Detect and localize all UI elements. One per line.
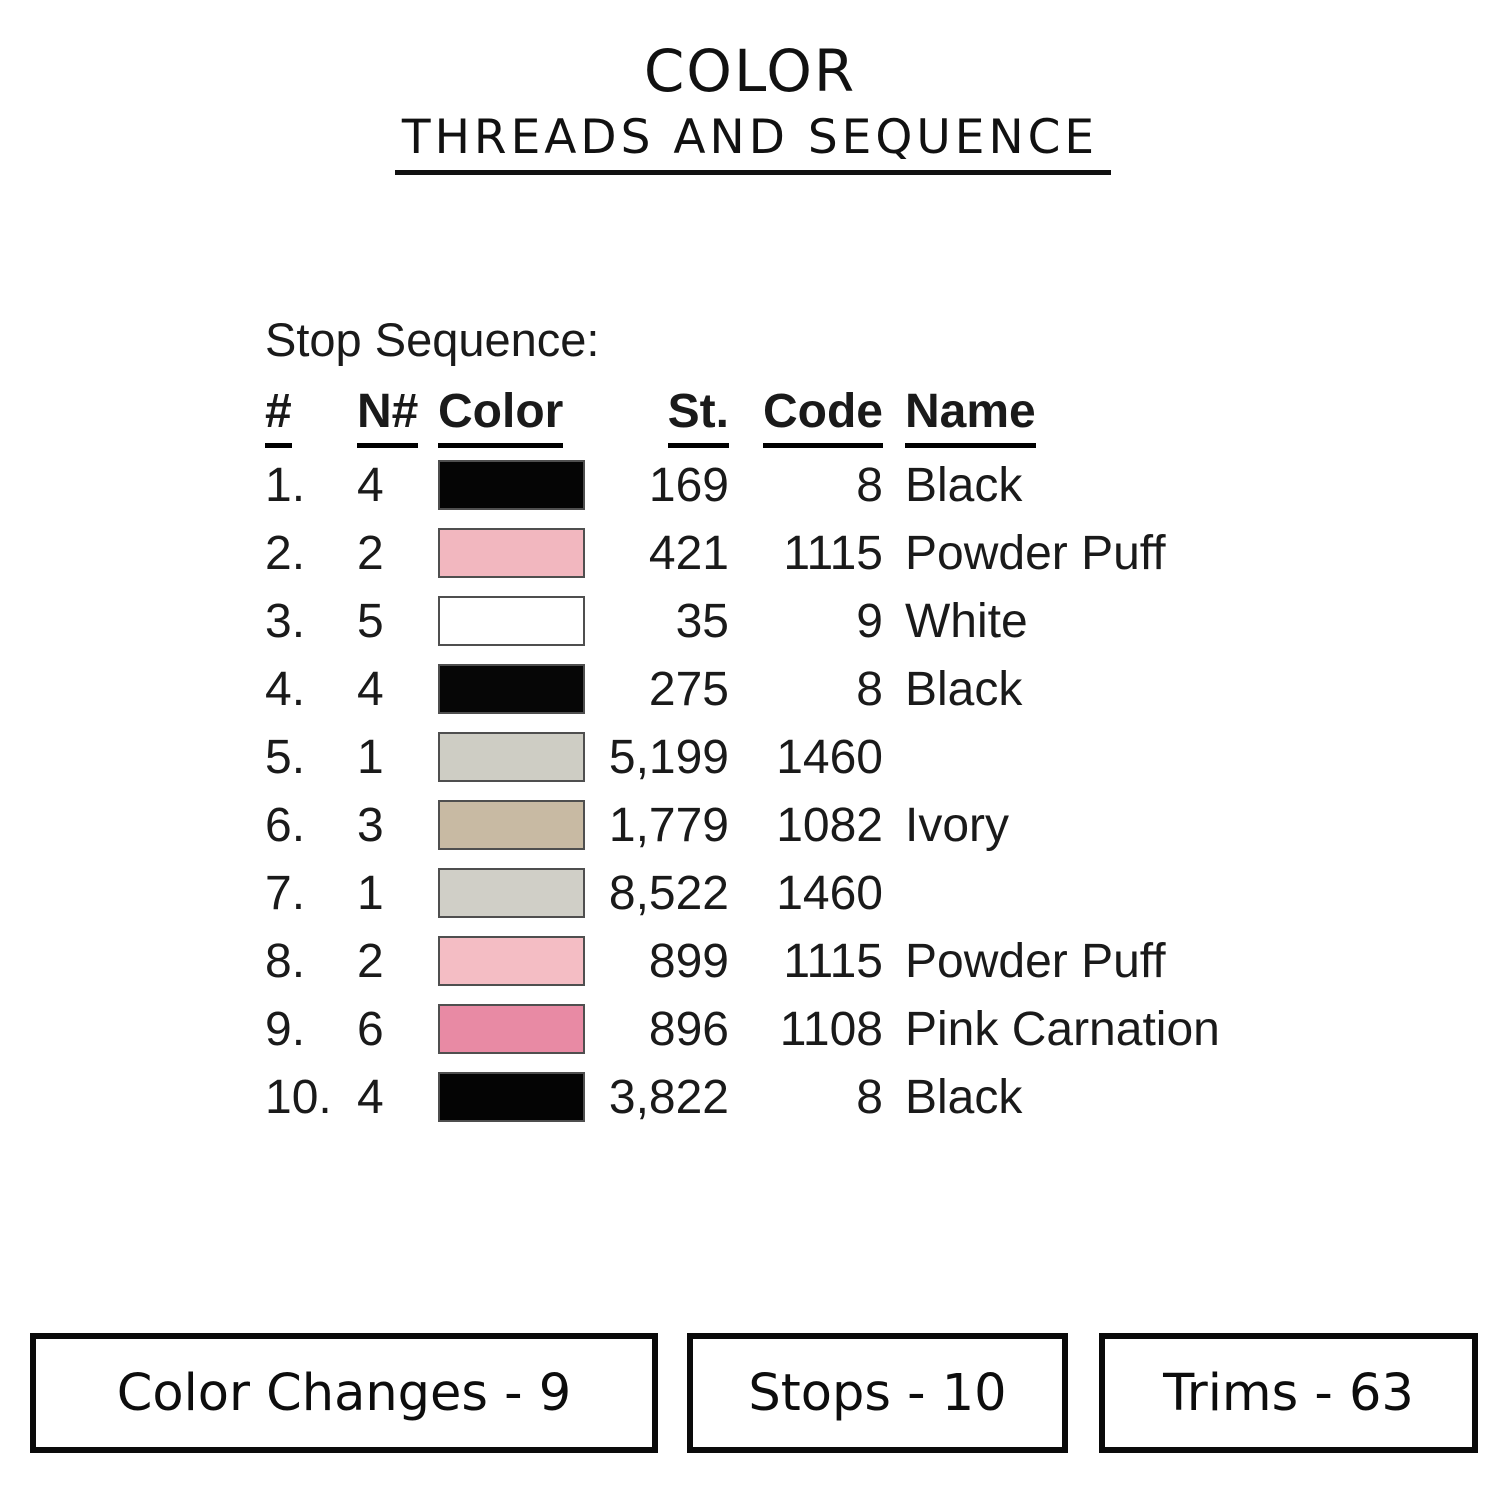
- table-heading: Stop Sequence:: [265, 313, 600, 366]
- thread-name: Powder Puff: [905, 934, 1166, 988]
- thread-code: 1108: [779, 1002, 883, 1056]
- thread-name: Pink Carnation: [905, 1002, 1220, 1056]
- stop-sequence-table: Stop Sequence: # N# Color St. Code Name …: [265, 312, 1363, 1131]
- title-block: COLOR THREADS AND SEQUENCE: [0, 42, 1500, 161]
- needle-number: 2: [357, 526, 384, 580]
- col-header-number: #: [265, 384, 357, 448]
- col-header-stitches: St.: [585, 384, 729, 448]
- thread-name: Black: [905, 662, 1023, 716]
- thread-code: 1115: [783, 526, 883, 580]
- stitch-count: 896: [648, 1002, 729, 1056]
- row-number: 7.: [265, 866, 306, 920]
- thread-code: 8: [856, 1070, 883, 1124]
- thread-name: Black: [905, 1070, 1023, 1124]
- stitch-count: 169: [648, 458, 729, 512]
- table-row: 8. 2 899 1115 Powder Puff: [265, 927, 1363, 995]
- needle-number: 3: [357, 798, 384, 852]
- row-number: 4.: [265, 662, 306, 716]
- row-number: 6.: [265, 798, 306, 852]
- col-header-color: Color: [438, 384, 585, 448]
- stitch-count: 899: [648, 934, 729, 988]
- thread-code: 8: [856, 662, 883, 716]
- needle-number: 4: [357, 1070, 384, 1124]
- thread-code: 1115: [783, 934, 883, 988]
- thread-name: Powder Puff: [905, 526, 1166, 580]
- color-swatch: [438, 460, 585, 510]
- table-row: 3. 5 35 9 White: [265, 587, 1363, 655]
- needle-number: 1: [357, 730, 384, 784]
- thread-name: Black: [905, 458, 1023, 512]
- col-header-needle: N#: [357, 384, 438, 448]
- page-subtitle: THREADS AND SEQUENCE: [401, 110, 1099, 165]
- stitch-count: 275: [648, 662, 729, 716]
- color-swatch: [438, 800, 585, 850]
- stitch-count: 8,522: [608, 866, 729, 920]
- thread-code: 1460: [776, 730, 883, 784]
- stat-label: Trims - 63: [1163, 1363, 1414, 1423]
- row-number: 5.: [265, 730, 306, 784]
- stat-label: Color Changes - 9: [116, 1363, 572, 1423]
- stat-box-color-changes: Color Changes - 9: [30, 1333, 658, 1453]
- page-title: COLOR: [643, 37, 857, 105]
- row-number: 9.: [265, 1002, 306, 1056]
- table-row: 4. 4 275 8 Black: [265, 655, 1363, 723]
- color-swatch: [438, 936, 585, 986]
- color-swatch: [438, 528, 585, 578]
- needle-number: 5: [357, 594, 384, 648]
- col-header-code: Code: [729, 384, 883, 448]
- needle-number: 2: [357, 934, 384, 988]
- thread-name: White: [905, 594, 1028, 648]
- table-row: 6. 3 1,779 1082 Ivory: [265, 791, 1363, 859]
- needle-number: 4: [357, 662, 384, 716]
- color-swatch: [438, 732, 585, 782]
- row-number: 1.: [265, 458, 306, 512]
- stitch-count: 3,822: [608, 1070, 729, 1124]
- stitch-count: 5,199: [608, 730, 729, 784]
- stitch-count: 1,779: [608, 798, 729, 852]
- table-row: 9. 6 896 1108 Pink Carnation: [265, 995, 1363, 1063]
- needle-number: 1: [357, 866, 384, 920]
- row-number: 10.: [265, 1070, 332, 1124]
- thread-name: Ivory: [905, 798, 1010, 852]
- color-swatch: [438, 664, 585, 714]
- row-number: 3.: [265, 594, 306, 648]
- stitch-count: 35: [675, 594, 729, 648]
- table-row: 2. 2 421 1115 Powder Puff: [265, 519, 1363, 587]
- title-underline: [395, 170, 1111, 175]
- stitch-count: 421: [648, 526, 729, 580]
- table-row: 7. 1 8,522 1460: [265, 859, 1363, 927]
- row-number: 8.: [265, 934, 306, 988]
- color-swatch: [438, 868, 585, 918]
- col-header-name: Name: [883, 384, 1363, 448]
- thread-code: 9: [856, 594, 883, 648]
- needle-number: 6: [357, 1002, 384, 1056]
- stat-box-stops: Stops - 10: [687, 1333, 1068, 1453]
- color-swatch: [438, 596, 585, 646]
- thread-code: 8: [856, 458, 883, 512]
- row-number: 2.: [265, 526, 306, 580]
- stat-label: Stops - 10: [748, 1363, 1007, 1423]
- needle-number: 4: [357, 458, 384, 512]
- table-header-row: # N# Color St. Code Name: [265, 384, 1363, 448]
- color-swatch: [438, 1004, 585, 1054]
- table-row: 5. 1 5,199 1460: [265, 723, 1363, 791]
- thread-code: 1460: [776, 866, 883, 920]
- color-swatch: [438, 1072, 585, 1122]
- table-row: 1. 4 169 8 Black: [265, 451, 1363, 519]
- thread-code: 1082: [776, 798, 883, 852]
- stat-box-trims: Trims - 63: [1099, 1333, 1478, 1453]
- table-row: 10. 4 3,822 8 Black: [265, 1063, 1363, 1131]
